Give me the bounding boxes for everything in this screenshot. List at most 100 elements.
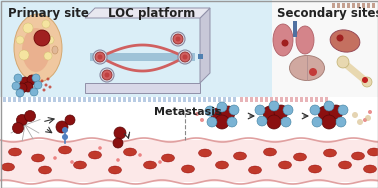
Bar [48, 97, 51, 102]
Circle shape [34, 81, 42, 89]
Bar [8, 97, 11, 102]
Bar [133, 97, 136, 102]
Circle shape [12, 82, 20, 90]
Circle shape [363, 118, 367, 122]
Bar [0, 97, 378, 188]
Ellipse shape [308, 165, 322, 173]
Circle shape [20, 77, 30, 87]
Circle shape [16, 36, 24, 44]
Bar [305, 97, 308, 102]
Ellipse shape [330, 30, 360, 52]
Circle shape [274, 105, 288, 119]
Ellipse shape [273, 24, 293, 56]
Polygon shape [85, 83, 200, 93]
Bar [128, 97, 131, 102]
Bar [0, 103, 378, 188]
Ellipse shape [296, 26, 314, 54]
Circle shape [16, 89, 24, 97]
Circle shape [98, 55, 102, 59]
Circle shape [102, 70, 112, 80]
Bar [245, 97, 248, 102]
Text: Metastasis: Metastasis [154, 107, 222, 117]
Bar [153, 97, 156, 102]
Ellipse shape [367, 148, 378, 156]
Circle shape [45, 83, 48, 86]
Bar [58, 97, 61, 102]
Circle shape [310, 105, 320, 115]
Bar [310, 97, 313, 102]
Ellipse shape [52, 46, 58, 54]
Bar [33, 97, 36, 102]
Circle shape [357, 119, 363, 125]
Bar [300, 97, 303, 102]
Circle shape [368, 110, 372, 114]
Ellipse shape [124, 148, 136, 156]
Circle shape [65, 115, 75, 125]
Circle shape [12, 123, 23, 133]
Bar [163, 97, 166, 102]
Circle shape [42, 20, 50, 28]
Polygon shape [85, 8, 210, 18]
Bar [198, 97, 201, 102]
Circle shape [175, 36, 181, 42]
Bar [3, 97, 6, 102]
Bar [265, 97, 268, 102]
Circle shape [46, 36, 54, 44]
Circle shape [25, 111, 36, 121]
Circle shape [93, 50, 107, 64]
Ellipse shape [88, 151, 102, 159]
Circle shape [62, 127, 68, 133]
Circle shape [56, 121, 68, 133]
Bar [362, 3, 365, 8]
Circle shape [227, 117, 237, 127]
Bar [337, 3, 340, 8]
Bar [168, 97, 171, 102]
Circle shape [221, 106, 235, 120]
Bar [73, 97, 76, 102]
Ellipse shape [108, 166, 121, 174]
Circle shape [27, 75, 37, 85]
Circle shape [267, 115, 281, 129]
Circle shape [104, 73, 110, 77]
Circle shape [183, 55, 187, 59]
Bar [223, 97, 226, 102]
Circle shape [62, 134, 68, 140]
Bar [285, 97, 288, 102]
Circle shape [53, 156, 57, 160]
Bar [213, 97, 216, 102]
Ellipse shape [248, 166, 262, 174]
Circle shape [95, 52, 105, 62]
Ellipse shape [290, 55, 324, 80]
Circle shape [362, 77, 368, 83]
Circle shape [171, 32, 185, 46]
Circle shape [70, 160, 74, 164]
Circle shape [281, 117, 291, 127]
Bar [270, 97, 273, 102]
Circle shape [269, 101, 279, 111]
Bar [148, 97, 151, 102]
Ellipse shape [215, 161, 228, 169]
Bar [342, 3, 345, 8]
Ellipse shape [324, 149, 336, 157]
Bar [208, 97, 211, 102]
Bar [272, 0, 378, 97]
Bar [240, 97, 243, 102]
Circle shape [211, 108, 225, 122]
Ellipse shape [2, 163, 14, 171]
Bar [68, 97, 71, 102]
Circle shape [215, 115, 229, 129]
Bar [63, 97, 66, 102]
Circle shape [336, 35, 344, 42]
Circle shape [229, 105, 239, 115]
Bar [293, 21, 297, 37]
Bar [233, 97, 236, 102]
Bar [260, 97, 263, 102]
Circle shape [42, 89, 45, 92]
Ellipse shape [279, 161, 291, 169]
Circle shape [255, 105, 265, 115]
Bar [183, 97, 186, 102]
Circle shape [23, 82, 33, 92]
Circle shape [138, 153, 142, 157]
Bar [93, 97, 96, 102]
Circle shape [17, 114, 28, 126]
